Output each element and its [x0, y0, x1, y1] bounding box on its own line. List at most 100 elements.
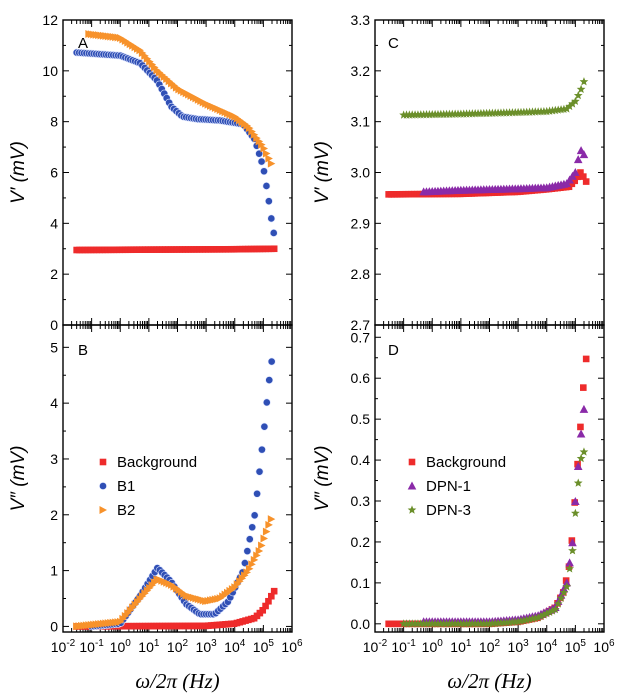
data-point: [577, 423, 584, 431]
data-point: [536, 611, 546, 621]
data-point: [250, 511, 259, 520]
y-tick-label: 3.2: [351, 63, 371, 79]
y-tick-label: 0: [50, 618, 58, 634]
y-axis: 0 1 2 3 4 5: [50, 339, 292, 634]
data-point: [243, 547, 252, 556]
x-tick-label: 102: [167, 638, 189, 655]
y-tick-label: 0.5: [351, 411, 371, 427]
data-point: [253, 134, 261, 143]
x-tick-label: 105: [253, 638, 275, 655]
data-point: [267, 515, 276, 524]
series-dpn1: [419, 146, 589, 196]
data-point: [262, 527, 271, 536]
panel-letter: A: [78, 35, 88, 52]
data-point: [519, 616, 529, 625]
data-point: [253, 489, 261, 498]
data-point: [530, 613, 540, 622]
data-point: [253, 551, 261, 560]
data-point: [565, 101, 575, 111]
panel-letter: D: [388, 342, 399, 359]
data-point: [267, 357, 276, 366]
data-point: [250, 555, 259, 564]
data-point: [241, 559, 249, 567]
data-point: [559, 587, 569, 597]
x-tick-label: 101: [450, 638, 472, 655]
y-tick-label: 10: [42, 63, 58, 79]
data-point: [542, 106, 552, 116]
y-tick-label: 2: [50, 266, 58, 282]
y-tick-label: 12: [42, 12, 58, 28]
data-point: [269, 229, 278, 237]
data-point: [579, 447, 589, 456]
series-b2: [85, 29, 276, 168]
data-point: [270, 245, 278, 253]
legend: Background B1 B2: [99, 454, 197, 519]
data-point: [571, 496, 580, 505]
data-point: [260, 144, 269, 153]
x-tick-label: 106: [593, 638, 615, 655]
data-point: [265, 376, 274, 384]
y-tick-label: 4: [50, 395, 58, 411]
y-tick-label: 3: [50, 451, 58, 467]
data-point: [248, 127, 256, 136]
legend-label: Background: [426, 454, 506, 471]
data-point: [255, 546, 264, 555]
series-b1: [72, 48, 278, 237]
data-point: [582, 355, 590, 363]
legend-marker: [408, 458, 416, 466]
data-point: [258, 541, 266, 550]
data-point: [579, 77, 589, 86]
data-point: [513, 617, 523, 626]
x-tick-label: 103: [196, 638, 218, 655]
data-point: [573, 462, 583, 471]
data-point: [265, 597, 272, 605]
data-point: [267, 159, 276, 168]
y-tick-label: 0.1: [351, 575, 371, 591]
data-point: [565, 558, 574, 567]
data-point: [562, 104, 572, 113]
data-point: [262, 398, 271, 407]
data-point: [268, 592, 275, 600]
x-tick-label: 102: [479, 638, 501, 655]
plot-frame: [374, 19, 605, 326]
data-point: [259, 607, 267, 614]
y-axis: 2.7 2.8 2.9 3.0 3.1 3.2 3.3: [351, 12, 604, 333]
x-ticks: [374, 325, 605, 632]
x-tick-labels: 10-2 10-1 100 101 102 103 104 105 106: [363, 638, 615, 655]
y-tick-label: 0.4: [351, 452, 371, 468]
data-point: [571, 168, 580, 177]
y-tick-label: 0.2: [351, 534, 371, 550]
legend-marker: [407, 481, 417, 490]
plot-frame: [62, 19, 293, 326]
data-point: [553, 105, 563, 114]
data-point: [245, 535, 254, 544]
y-axis-label: V′ (mV): [8, 141, 29, 204]
y-tick-label: 0.7: [351, 329, 371, 345]
data-point: [573, 155, 583, 164]
panel-b: 0 1 2 3 4 5 10-2 10-1 100 101 102 103 104 105 106 B V″ (…: [8, 324, 303, 693]
panel-d: 0.00.10.20.30.40.50.60.710-2 10-1 100 101 10…: [312, 324, 615, 693]
data-point: [556, 593, 566, 602]
data-point: [260, 534, 269, 543]
y-tick-label: 2.8: [351, 266, 371, 282]
data-point: [580, 173, 587, 180]
y-axis-label: V″ (mV): [312, 446, 333, 512]
legend-label: DPN-3: [426, 502, 471, 519]
series-b2: [73, 515, 276, 631]
data-point: [573, 478, 583, 487]
data-point: [262, 602, 269, 610]
data-point: [516, 616, 526, 625]
data-point: [262, 149, 271, 158]
panel-letter: C: [388, 35, 399, 52]
panel-a: 0 2 4 6 8 10 12 A V′ (mV): [8, 12, 293, 333]
x-tick-label: 10-2: [363, 638, 388, 655]
y-tick-label: 0: [50, 317, 58, 333]
y-tick-label: 8: [50, 114, 58, 130]
data-point: [525, 614, 534, 624]
x-ticks: [62, 325, 293, 632]
data-point: [250, 130, 259, 139]
x-tick-label: 10-1: [391, 638, 416, 655]
data-point: [565, 564, 575, 573]
y-tick-label: 4: [50, 215, 58, 231]
data-point: [576, 453, 586, 463]
